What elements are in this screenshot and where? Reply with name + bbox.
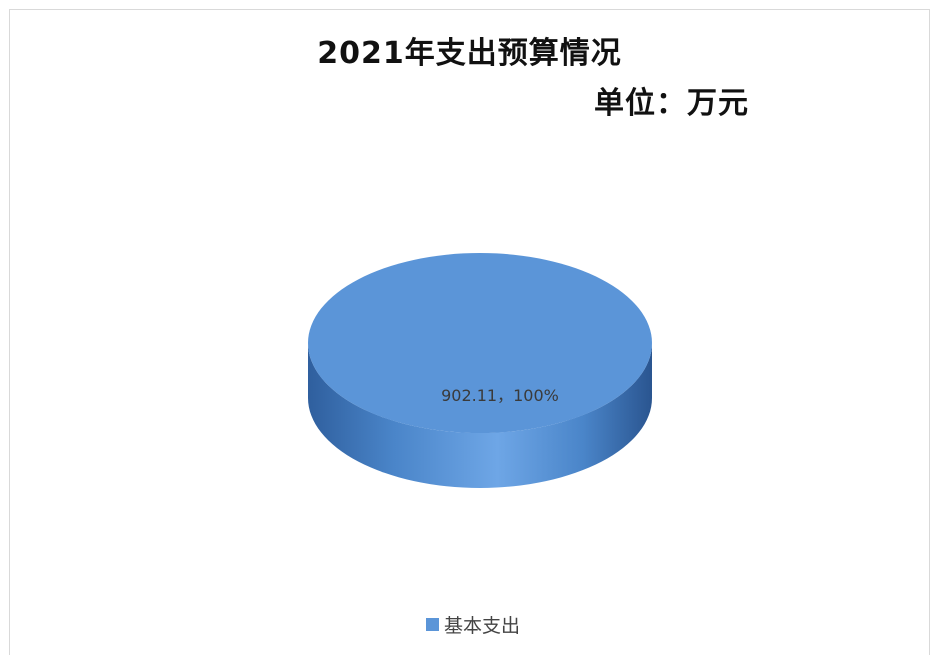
chart-subtitle: 单位：万元 (594, 86, 749, 121)
chart-legend: 基本支出 (426, 611, 520, 638)
data-label: 902.11，100% (441, 386, 559, 405)
pie-slice (308, 253, 652, 433)
pie-slice-side (308, 343, 652, 488)
chart-title: 2021年支出预算情况 (317, 36, 622, 71)
legend-label: 基本支出 (444, 615, 521, 637)
legend-swatch (426, 618, 439, 631)
